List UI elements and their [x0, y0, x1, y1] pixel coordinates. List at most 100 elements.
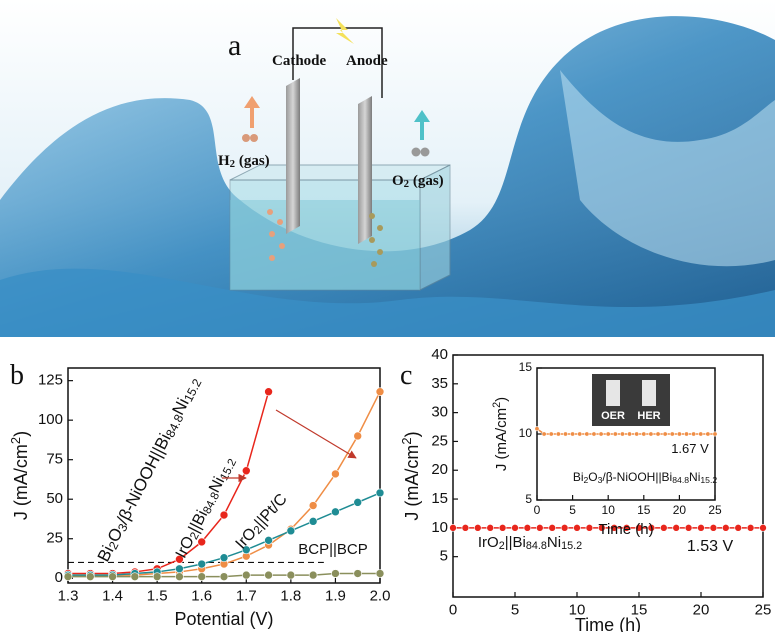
data-point — [669, 431, 675, 437]
series-label: IrO2||Bi84.8Ni15.2 — [173, 455, 239, 562]
data-point — [662, 431, 668, 437]
data-point — [584, 431, 590, 437]
data-point — [641, 431, 647, 437]
data-point — [197, 572, 207, 581]
x-tick-label: 1.5 — [147, 587, 168, 604]
h2-bubbles — [267, 209, 285, 261]
y-tick-label: 20 — [431, 461, 448, 478]
x-tick-label: 5 — [569, 503, 576, 517]
data-point — [375, 488, 385, 498]
data-point — [605, 431, 611, 437]
data-point — [655, 431, 661, 437]
data-point — [555, 431, 561, 437]
data-point — [548, 524, 557, 532]
h2-arrow — [244, 96, 260, 128]
data-point — [375, 387, 385, 397]
data-point — [308, 570, 318, 580]
data-point — [759, 524, 767, 532]
data-point — [449, 524, 457, 532]
y-tick-label: 40 — [431, 346, 448, 363]
illustration: a Cathode Anode H2 (gas) O2 (gas) — [0, 0, 775, 337]
x-tick-label: 1.8 — [280, 587, 301, 604]
data-point — [585, 524, 594, 532]
data-point — [197, 559, 207, 569]
x-tick-label: 15 — [631, 601, 648, 618]
y-tick-label: 35 — [431, 375, 448, 392]
x-tick-label: 15 — [637, 503, 651, 517]
series-label: Bi2O3/β-NiOOH||Bi84.8Ni15.2 — [573, 470, 718, 484]
data-point — [175, 554, 184, 564]
water-wave — [0, 268, 775, 337]
data-point — [108, 572, 117, 581]
y-tick-label: 0 — [55, 569, 63, 586]
data-point — [672, 524, 681, 532]
series-label: IrO2||Pt/C — [233, 491, 292, 554]
data-point — [197, 537, 207, 547]
y-tick-label: 5 — [440, 548, 448, 565]
y-tick-label: 10 — [431, 519, 448, 536]
data-point — [353, 498, 363, 507]
x-tick-label: 1.4 — [102, 587, 123, 604]
data-point — [734, 524, 743, 532]
data-point — [286, 526, 296, 536]
data-point — [705, 431, 711, 437]
x-tick-label: 25 — [755, 601, 772, 618]
x-axis-title: Potential (V) — [174, 609, 273, 629]
data-point — [331, 569, 340, 578]
data-point — [709, 524, 718, 532]
data-point — [308, 517, 318, 526]
series-label: BCP||BCP — [298, 541, 367, 558]
data-point — [152, 572, 162, 581]
annotation: 1.67 V — [671, 441, 709, 456]
data-point — [635, 524, 643, 532]
data-point — [534, 426, 540, 432]
x-tick-label: 10 — [602, 503, 616, 517]
x-tick-label: 1.6 — [191, 587, 212, 604]
data-point — [619, 431, 625, 437]
y-tick-label: 15 — [519, 360, 533, 374]
data-point — [627, 431, 633, 437]
plot-frame — [452, 354, 764, 598]
series-line — [68, 391, 270, 575]
cathode-label: Cathode — [272, 53, 327, 69]
o2-label: O2 (gas) — [392, 173, 444, 190]
data-point — [241, 570, 251, 580]
x-axis-title: Time (h) — [598, 521, 653, 538]
data-point — [535, 524, 544, 532]
data-point — [85, 572, 95, 581]
y-tick-label: 30 — [431, 404, 448, 421]
data-point — [219, 510, 229, 520]
wire — [292, 27, 383, 98]
data-point — [541, 431, 547, 437]
data-point — [684, 431, 690, 437]
data-point — [486, 524, 495, 532]
data-point — [712, 431, 718, 437]
y-axis-title: J (mA/cm2) — [8, 431, 31, 520]
panel-label: a — [228, 29, 241, 62]
data-point — [684, 524, 693, 532]
o2-bubbles — [369, 213, 383, 267]
data-point — [612, 431, 618, 437]
o2-molecule — [411, 147, 421, 157]
data-point — [511, 524, 519, 532]
y-tick-label: 5 — [525, 492, 532, 506]
data-point — [721, 524, 730, 532]
data-point — [264, 536, 273, 545]
data-point — [591, 431, 597, 437]
data-point — [286, 570, 296, 580]
data-point — [331, 469, 340, 479]
data-point — [353, 569, 363, 578]
series-label: IrO2||Bi84.8Ni15.2 — [478, 534, 582, 552]
y-axis-title: J (mA/cm2) — [399, 431, 422, 520]
data-point — [597, 524, 606, 532]
data-point — [634, 431, 640, 437]
x-axis-title: Time (h) — [575, 615, 641, 632]
data-point — [241, 466, 251, 476]
vial — [606, 380, 620, 406]
data-point — [610, 524, 619, 532]
data-point — [353, 431, 363, 441]
data-point — [691, 431, 697, 437]
data-point — [130, 572, 140, 581]
